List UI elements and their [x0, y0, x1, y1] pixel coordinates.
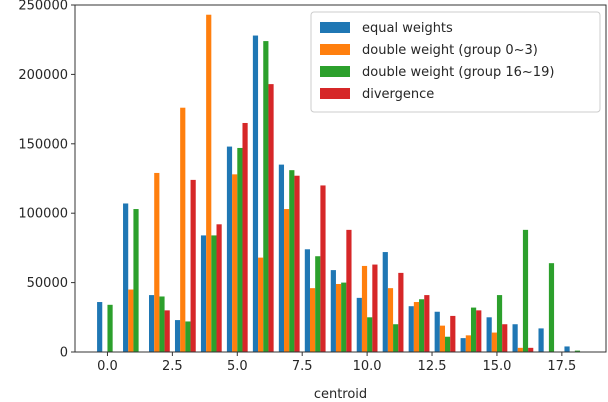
bar-equal-weights-6: [252, 35, 259, 352]
bar-equal-weights-9: [330, 270, 336, 352]
bar-double-weight-group-16-19--15: [496, 295, 503, 352]
x-axis-title: centroid: [314, 387, 367, 402]
x-tick-label: 2.5: [162, 359, 183, 374]
legend-label: double weight (group 16~19): [362, 65, 554, 80]
bar-double-weight-group-16-19--10: [367, 317, 373, 352]
legend-swatch: [320, 66, 350, 77]
bar-equal-weights-16: [512, 324, 518, 352]
bar-divergence-5: [242, 122, 248, 352]
bar-double-weight-group-16-19--16: [522, 229, 529, 352]
bar-double-weight-group-0-3--16: [517, 347, 523, 352]
bar-equal-weights-0: [97, 302, 103, 352]
bar-divergence-3: [190, 179, 196, 352]
y-axis: 0 50000 100000 150000 200000 250000: [18, 0, 75, 361]
plot-frame: [74, 4, 607, 353]
bar-double-weight-group-0-3--10: [361, 265, 368, 352]
bar-equal-weights-10: [356, 297, 362, 352]
bar-double-weight-group-0-3--11: [387, 288, 394, 352]
bar-double-weight-group-0-3--12: [413, 302, 420, 352]
bar-double-weight-group-0-3--13: [439, 325, 446, 352]
x-tick-label: 7.5: [292, 359, 313, 374]
bar-divergence-16: [528, 347, 534, 352]
legend-label: double weight (group 0~3): [362, 43, 538, 58]
y-tick-label: 0: [60, 346, 68, 361]
bar-divergence-11: [398, 272, 404, 352]
bar-double-weight-group-0-3--14: [465, 335, 471, 352]
bar-equal-weights-12: [408, 306, 414, 352]
x-axis: 0.0 2.5 5.0 7.5 10.0 12.5 15.0 17.5: [97, 352, 576, 374]
x-tick-label: 12.5: [418, 359, 447, 374]
x-tick-label: 15.0: [482, 359, 511, 374]
bar-double-weight-group-0-3--4: [206, 14, 212, 352]
bar-double-weight-group-16-19--18: [574, 350, 581, 352]
bar-double-weight-group-0-3--7: [284, 209, 290, 352]
bar-double-weight-group-16-19--11: [393, 324, 399, 352]
bar-divergence-10: [372, 264, 378, 352]
legend-label: equal weights: [362, 21, 453, 36]
bar-double-weight-group-16-19--3: [185, 321, 191, 352]
bar-double-weight-group-0-3--2: [154, 172, 160, 352]
bar-double-weight-group-0-3--5: [232, 174, 238, 352]
legend-label: divergence: [362, 87, 434, 102]
bar-equal-weights-17: [538, 328, 544, 352]
bar-divergence-12: [424, 295, 430, 352]
x-tick-label: 10.0: [353, 359, 382, 374]
bar-divergence-15: [502, 324, 508, 352]
y-tick-label: 200000: [18, 68, 68, 83]
bar-divergence-6: [268, 84, 274, 353]
bar-equal-weights-2: [149, 295, 155, 352]
bar-equal-weights-15: [486, 317, 492, 352]
bar-double-weight-group-16-19--4: [211, 235, 217, 352]
bar-equal-weights-13: [434, 311, 440, 352]
bar-equal-weights-11: [382, 252, 388, 352]
bar-divergence-4: [216, 224, 222, 352]
bar-equal-weights-3: [174, 320, 181, 352]
bar-double-weight-group-16-19--12: [419, 299, 425, 352]
bar-divergence-2: [164, 310, 170, 352]
y-tick-label: 250000: [18, 0, 68, 14]
bar-double-weight-group-16-19--17: [548, 263, 555, 352]
x-tick-label: 17.5: [547, 359, 576, 374]
bar-double-weight-group-0-3--3: [180, 107, 186, 353]
bar-double-weight-group-16-19--5: [237, 147, 243, 352]
bar-equal-weights-14: [460, 338, 466, 352]
bar-double-weight-group-16-19--9: [341, 282, 347, 352]
bar-double-weight-group-0-3--9: [335, 283, 342, 352]
bar-divergence-14: [476, 310, 482, 352]
legend-swatch: [320, 22, 350, 33]
bar-equal-weights-5: [226, 146, 233, 352]
bar-double-weight-group-16-19--1: [133, 209, 139, 352]
legend-swatch: [320, 88, 350, 99]
bar-double-weight-group-16-19--13: [445, 336, 451, 352]
bars-group: [97, 14, 581, 353]
bar-double-weight-group-16-19--8: [315, 256, 321, 352]
legend: equal weights double weight (group 0~3) do…: [310, 11, 601, 113]
bar-double-weight-group-0-3--1: [128, 289, 134, 352]
y-tick-label: 50000: [27, 276, 68, 291]
bar-equal-weights-7: [278, 164, 285, 352]
x-tick-label: 5.0: [227, 359, 248, 374]
y-tick-label: 100000: [18, 207, 68, 222]
bar-double-weight-group-16-19--7: [289, 170, 295, 352]
bar-double-weight-group-16-19--0: [107, 304, 113, 352]
bar-divergence-9: [346, 229, 352, 352]
y-tick-label: 150000: [18, 137, 68, 152]
bar-equal-weights-18: [564, 346, 570, 352]
bar-divergence-13: [450, 315, 456, 352]
bar-double-weight-group-16-19--14: [470, 307, 477, 352]
bar-double-weight-group-0-3--8: [309, 288, 316, 352]
bar-double-weight-group-0-3--15: [491, 332, 497, 352]
bar-double-weight-group-0-3--6: [258, 257, 264, 352]
x-tick-label: 0.0: [97, 359, 118, 374]
legend-box: [310, 11, 601, 113]
bar-double-weight-group-16-19--6: [263, 41, 269, 353]
bar-equal-weights-1: [123, 203, 129, 352]
bar-divergence-8: [320, 185, 326, 352]
legend-swatch: [320, 44, 350, 55]
bar-divergence-7: [294, 175, 300, 352]
bar-double-weight-group-16-19--2: [159, 296, 165, 352]
bar-equal-weights-4: [200, 235, 207, 352]
bar-equal-weights-8: [304, 249, 310, 352]
